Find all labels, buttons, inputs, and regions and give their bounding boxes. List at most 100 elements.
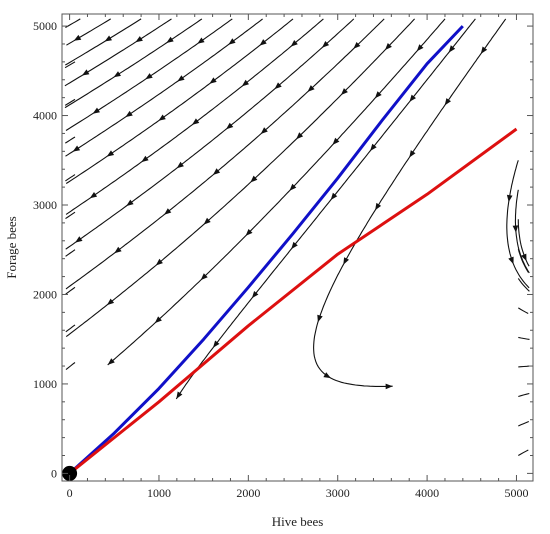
streamline-4	[64, 18, 203, 109]
y-tick-label-1000: 1000	[33, 377, 57, 391]
arrowhead-4-36	[113, 71, 121, 78]
arrowhead-13-58	[370, 143, 377, 151]
y-axis-title: Forage bees	[4, 216, 19, 278]
x-tick-label-2000: 2000	[236, 486, 260, 500]
arrowhead-5-58	[92, 107, 100, 114]
arrowhead-1-14	[73, 34, 82, 41]
streamline-19	[517, 278, 530, 292]
series-curves	[68, 25, 518, 475]
arrowhead-16-14	[512, 225, 519, 233]
plot-frame	[61, 13, 534, 482]
arrowhead-12-14	[416, 44, 424, 52]
x-tick-label-5000: 5000	[504, 486, 528, 500]
arrowhead-5-14	[197, 37, 205, 44]
streamline-29	[65, 174, 76, 182]
arrowhead-15-14	[506, 194, 513, 203]
x-tick-label-4000: 4000	[415, 486, 439, 500]
arrowhead-12-168	[107, 358, 115, 365]
axis-ticks: 0 1000 2000 3000 4000 5000 0 1000 2000 3000 4000 50…	[33, 14, 533, 500]
arrowhead-17-14	[521, 253, 527, 262]
arrowhead-14-146	[323, 372, 331, 379]
streamline-28	[65, 136, 76, 144]
streamline-34	[65, 362, 76, 371]
arrowhead-12-36	[374, 91, 382, 99]
arrowhead-10-124	[114, 246, 122, 254]
arrowhead-13-124	[251, 291, 259, 299]
arrowhead-6-80	[72, 145, 81, 152]
arrowhead-10-14	[353, 42, 361, 49]
arrowhead-14-168	[385, 383, 393, 390]
arrowhead-6-14	[228, 38, 236, 45]
arrowhead-9-36	[274, 82, 282, 90]
arrowhead-15-36	[508, 256, 514, 265]
arrowhead-10-36	[307, 85, 315, 92]
arrowhead-7-36	[209, 77, 217, 84]
streamline-8	[65, 18, 324, 215]
y-tick-label-2000: 2000	[33, 287, 57, 301]
y-tick-label-0: 0	[51, 466, 57, 480]
arrowhead-12-58	[332, 137, 340, 145]
series-curve-1	[68, 127, 518, 475]
streamline-26	[64, 61, 76, 69]
arrowhead-12-124	[200, 273, 208, 281]
arrowhead-8-80	[141, 155, 149, 163]
arrowhead-3-36	[82, 69, 90, 76]
arrowhead-13-146	[213, 340, 220, 348]
arrowhead-9-102	[126, 199, 134, 206]
arrowhead-13-80	[330, 192, 338, 200]
equilibrium-point	[62, 465, 78, 481]
streamline-33	[65, 324, 76, 333]
arrowhead-12-146	[154, 316, 162, 324]
arrowhead-9-14	[322, 41, 330, 48]
arrowhead-7-58	[158, 114, 166, 121]
y-tick-label-5000: 5000	[33, 19, 57, 33]
arrowhead-11-102	[203, 217, 211, 225]
arrowhead-14-58	[409, 150, 416, 158]
streamline-31	[65, 249, 76, 257]
y-tick-label-4000: 4000	[33, 109, 57, 123]
x-axis-title: Hive bees	[272, 514, 324, 529]
arrowhead-10-102	[164, 208, 172, 215]
arrowhead-2-14	[104, 35, 112, 42]
streamline-22	[518, 365, 530, 368]
arrowhead-14-80	[375, 202, 382, 211]
streamline-14	[313, 18, 507, 387]
arrowhead-3-14	[135, 36, 143, 43]
arrowhead-12-102	[245, 229, 253, 236]
arrowhead-13-102	[291, 241, 298, 250]
arrowhead-7-80	[106, 150, 115, 157]
arrowhead-14-124	[317, 314, 323, 323]
streamline-24	[518, 420, 530, 427]
arrowhead-9-58	[226, 122, 234, 130]
arrowhead-14-14	[480, 46, 488, 54]
streamline-13	[175, 18, 476, 400]
arrowhead-9-124	[75, 236, 83, 243]
arrowhead-13-14	[448, 45, 456, 53]
arrowhead-11-14	[385, 43, 392, 50]
streamline-21	[518, 336, 530, 340]
arrowhead-11-80	[250, 175, 258, 183]
y-tick-label-3000: 3000	[33, 198, 57, 212]
streamline-25	[518, 449, 529, 456]
arrowhead-11-58	[296, 132, 304, 140]
arrowhead-14-36	[444, 98, 451, 106]
arrowhead-7-14	[259, 39, 267, 46]
arrowhead-11-124	[155, 258, 163, 266]
arrowhead-11-146	[106, 298, 115, 306]
streamline-32	[65, 286, 76, 295]
arrowhead-6-58	[125, 110, 133, 118]
arrowhead-13-168	[176, 391, 183, 399]
arrowhead-10-80	[212, 168, 221, 175]
arrowhead-8-36	[241, 79, 249, 87]
arrowhead-12-80	[289, 183, 297, 191]
series-curve-0	[68, 25, 464, 475]
streamline-27	[64, 98, 76, 106]
arrowhead-10-58	[260, 127, 268, 134]
arrowhead-8-102	[89, 192, 98, 199]
streamline-30	[65, 211, 76, 220]
arrowhead-8-58	[192, 118, 200, 125]
arrowhead-13-36	[409, 94, 416, 102]
stream-arrows	[64, 18, 530, 456]
